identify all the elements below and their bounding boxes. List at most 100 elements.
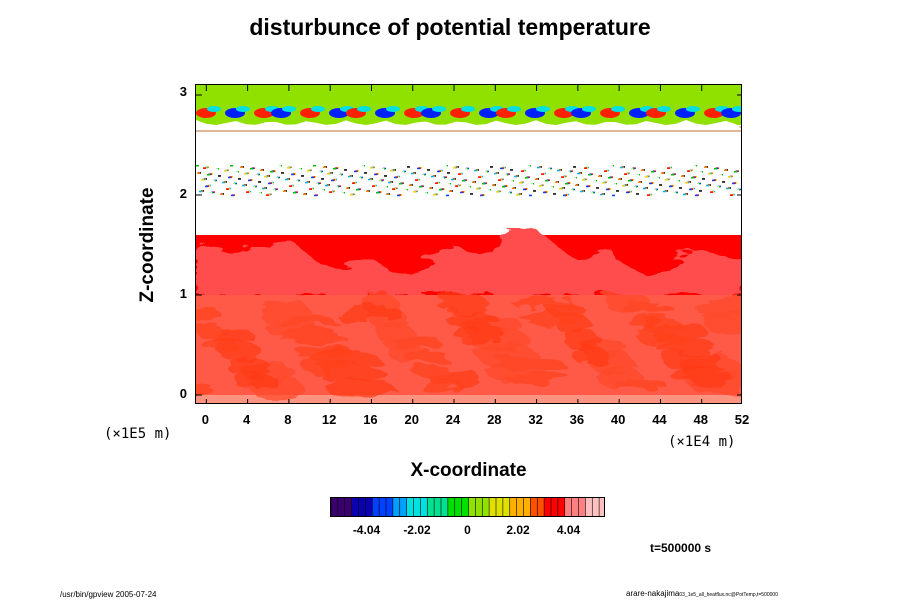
noise-speck (492, 184, 495, 186)
noise-speck (380, 168, 383, 171)
noise-speck (545, 180, 548, 182)
noise-speck (645, 176, 648, 178)
noise-speck (466, 186, 469, 189)
noise-speck (242, 184, 245, 187)
noise-speck (203, 167, 206, 169)
colorbar-swatch (468, 498, 476, 516)
noise-speck (354, 170, 357, 173)
noise-speck (342, 180, 345, 183)
colorbar-swatch (413, 498, 421, 516)
noise-speck (665, 179, 668, 181)
noise-speck (458, 173, 461, 175)
dipole-feature (732, 106, 741, 112)
noise-speck (344, 169, 347, 171)
noise-speck (240, 166, 243, 168)
noise-speck (502, 186, 505, 188)
noise-speck (728, 176, 731, 178)
noise-speck (575, 184, 578, 186)
noise-speck (419, 186, 422, 188)
dipole-feature (357, 106, 371, 112)
noise-speck (582, 179, 585, 181)
colorbar-swatch (441, 498, 449, 516)
noise-speck (687, 170, 690, 172)
noise-speck (606, 188, 609, 191)
colorbar-swatch (358, 498, 366, 516)
noise-speck (472, 181, 475, 183)
noise-speck (527, 165, 530, 167)
noise-speck (677, 168, 680, 171)
noise-speck (314, 194, 317, 197)
colorbar-tick-label: -4.04 (352, 523, 381, 537)
noise-speck (598, 175, 601, 177)
noise-speck (207, 174, 210, 176)
x-tick-label: 20 (404, 412, 419, 427)
colorbar-tick-label: 2.02 (506, 523, 530, 537)
noise-speck (433, 194, 436, 196)
noise-speck (474, 169, 477, 172)
noise-speck (209, 192, 212, 194)
x-tick-label: 44 (652, 412, 667, 427)
heatmap-field (196, 85, 741, 403)
noise-speck (230, 165, 233, 167)
noise-speck (287, 167, 290, 169)
colorbar-swatch (537, 498, 545, 516)
noise-speck (468, 174, 471, 177)
noise-speck (329, 191, 332, 193)
y-tick-label: 0 (179, 386, 187, 401)
noise-speck (443, 165, 446, 168)
noise-speck (691, 177, 694, 179)
noise-speck (638, 181, 641, 183)
noise-speck (439, 189, 442, 191)
noise-speck (449, 190, 452, 192)
noise-speck (258, 181, 261, 183)
dipole-feature (311, 106, 325, 112)
y-tick-label: 1 (179, 286, 187, 301)
noise-speck (592, 180, 595, 183)
x-tick-label: 28 (487, 412, 502, 427)
noise-speck (350, 194, 353, 196)
dipole-feature (282, 106, 296, 112)
noise-speck (462, 180, 465, 182)
noise-speck (486, 189, 489, 192)
noise-speck (429, 187, 432, 189)
noise-speck (441, 177, 444, 179)
noise-speck (608, 177, 611, 179)
noise-speck (248, 179, 251, 182)
noise-speck (317, 171, 320, 174)
noise-speck (370, 167, 373, 169)
noise-speck (594, 168, 597, 171)
noise-speck (730, 194, 733, 196)
noise-speck (702, 178, 705, 180)
noise-speck (490, 166, 493, 168)
x-tick-label: 48 (693, 412, 708, 427)
colorbar-swatch (482, 498, 490, 516)
noise-speck (348, 175, 351, 178)
x-tick-label: 8 (284, 412, 292, 427)
noise-speck (360, 165, 363, 168)
noise-speck (740, 165, 741, 168)
noise-speck (525, 177, 528, 179)
noise-speck (663, 190, 666, 193)
x-tick-label: 0 (201, 412, 209, 427)
noise-speck (319, 189, 322, 192)
noise-speck (476, 188, 479, 190)
colorbar-swatch (427, 498, 435, 516)
colorbar-swatch (544, 498, 552, 516)
noise-speck (274, 177, 277, 180)
noise-speck (309, 188, 312, 190)
noise-speck (340, 192, 343, 195)
colorbar-tick-label: 4.04 (556, 523, 581, 537)
heatmap-region (196, 85, 741, 125)
noise-speck (567, 171, 570, 173)
noise-speck (523, 188, 526, 191)
noise-speck (297, 168, 300, 171)
noise-speck (313, 165, 316, 167)
noise-speck (262, 187, 265, 190)
noise-speck (496, 191, 499, 193)
noise-speck (683, 193, 686, 196)
noise-speck (199, 190, 202, 193)
noise-speck (401, 171, 404, 173)
noise-speck (409, 184, 412, 186)
noise-speck (630, 168, 633, 170)
plot-area (195, 84, 742, 404)
